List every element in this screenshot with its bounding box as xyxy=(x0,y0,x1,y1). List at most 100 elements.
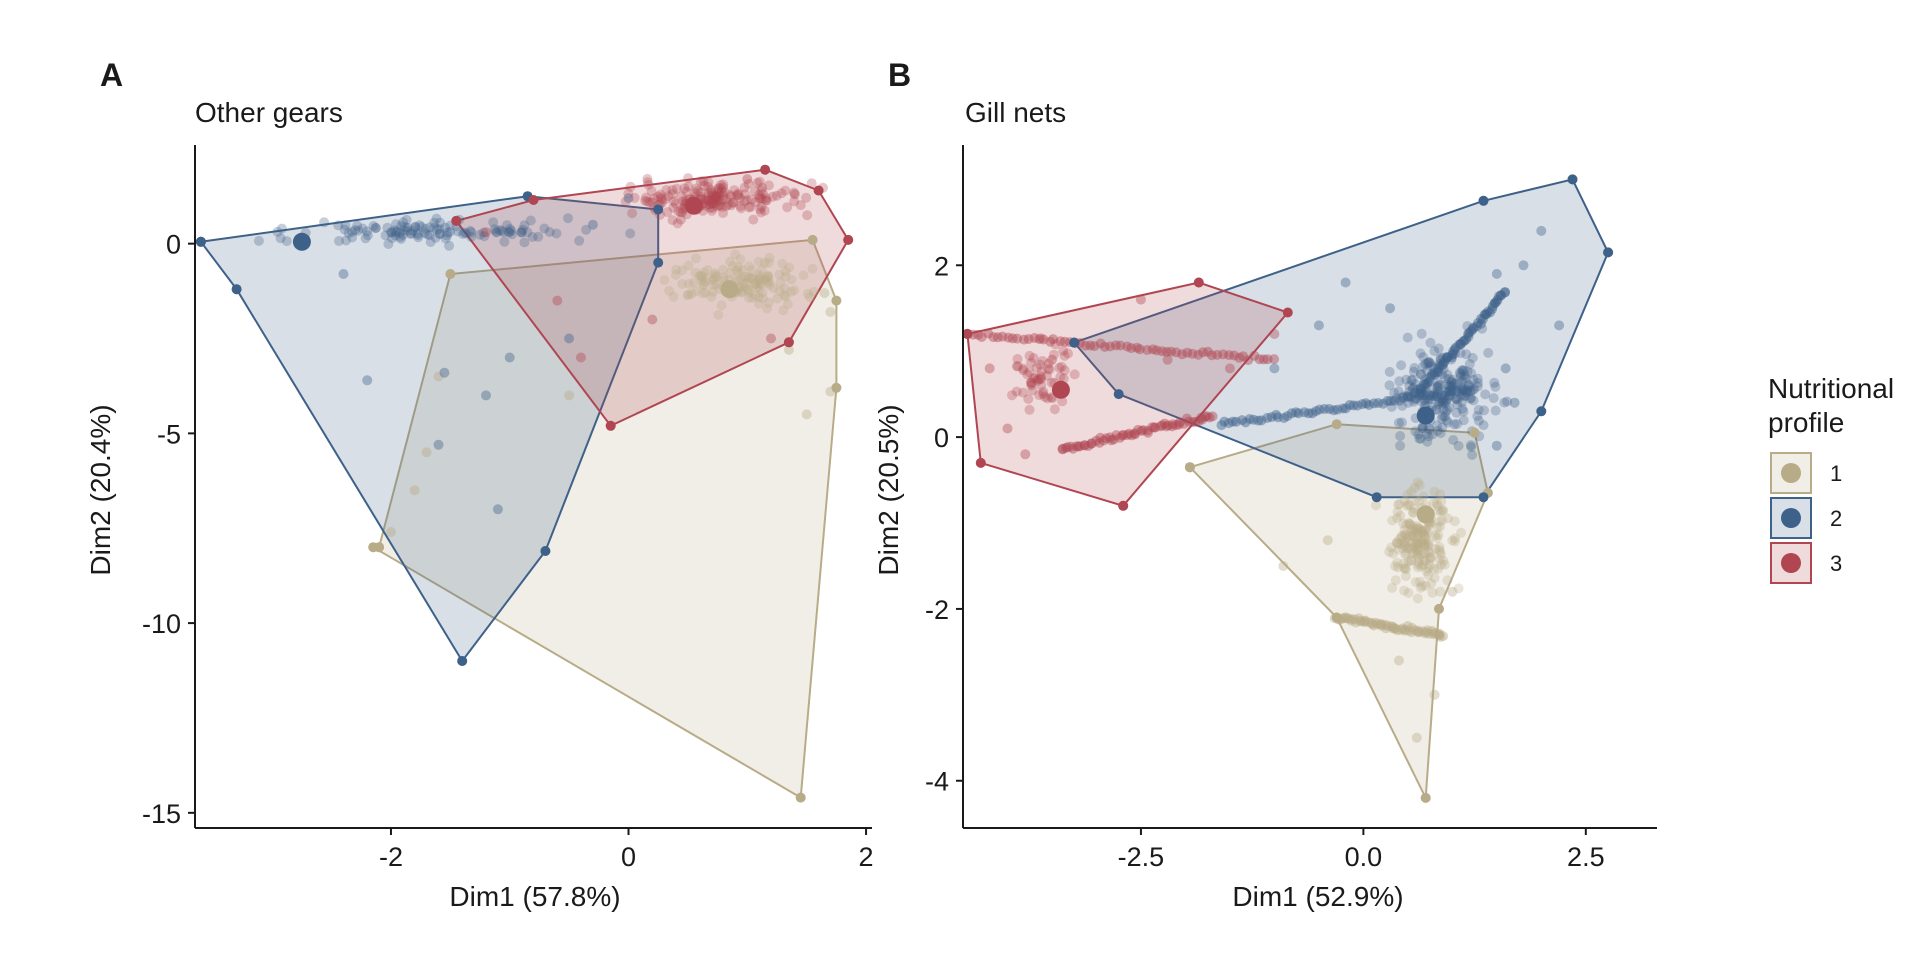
point-group-3 xyxy=(766,333,776,344)
point-group-2 xyxy=(1462,366,1473,377)
point-group-1 xyxy=(1403,499,1414,509)
point-group-2 xyxy=(1378,398,1389,409)
hull-vertex-group-2 xyxy=(457,656,468,666)
point-group-2 xyxy=(1420,379,1431,390)
point-group-2 xyxy=(435,217,446,228)
point-group-3 xyxy=(761,195,772,206)
point-group-3 xyxy=(576,352,586,363)
point-group-1 xyxy=(1415,576,1425,587)
point-group-3 xyxy=(1018,365,1029,376)
hull-vertex-group-2 xyxy=(1069,337,1080,348)
point-group-2 xyxy=(370,223,381,234)
point-group-1 xyxy=(1420,548,1431,559)
point-group-1 xyxy=(1425,547,1436,558)
point-group-3 xyxy=(1269,329,1280,339)
point-group-3 xyxy=(655,192,666,203)
point-group-2 xyxy=(492,504,503,515)
point-group-3 xyxy=(1007,390,1017,401)
point-group-2 xyxy=(1463,331,1474,342)
point-group-1 xyxy=(1428,497,1439,508)
point-group-3 xyxy=(1057,396,1068,407)
point-group-2 xyxy=(1417,423,1428,434)
point-group-1 xyxy=(1406,555,1417,566)
point-group-3 xyxy=(1157,420,1168,431)
point-group-2 xyxy=(1444,386,1454,397)
point-group-2 xyxy=(1467,450,1478,460)
point-group-2 xyxy=(489,224,500,235)
point-group-2 xyxy=(429,222,440,233)
y-tick-label: -5 xyxy=(157,419,181,449)
point-group-1 xyxy=(1438,506,1449,516)
point-group-1 xyxy=(1417,536,1428,547)
point-group-2 xyxy=(1485,307,1496,318)
point-group-2 xyxy=(506,225,517,236)
point-group-3 xyxy=(683,173,694,184)
point-group-3 xyxy=(1047,354,1057,365)
point-group-1 xyxy=(819,288,830,298)
point-group-1 xyxy=(664,285,675,296)
point-group-1 xyxy=(1429,689,1440,700)
point-group-2 xyxy=(1256,415,1267,426)
point-group-1 xyxy=(1456,527,1467,538)
point-group-1 xyxy=(699,267,709,278)
point-group-1 xyxy=(1392,537,1402,548)
point-group-3 xyxy=(1143,427,1153,438)
point-group-1 xyxy=(733,262,744,273)
point-group-2 xyxy=(1444,390,1455,401)
point-group-2 xyxy=(1403,397,1414,408)
point-group-2 xyxy=(1416,384,1427,395)
point-group-2 xyxy=(1293,408,1304,419)
point-group-2 xyxy=(425,237,436,247)
point-group-2 xyxy=(1443,392,1454,403)
point-group-2 xyxy=(1455,381,1466,392)
legend: Nutritional profile 1 2 3 xyxy=(1768,373,1894,584)
point-group-2 xyxy=(491,227,502,238)
point-group-2 xyxy=(525,215,536,226)
point-group-1 xyxy=(1442,513,1453,524)
point-group-2 xyxy=(1389,395,1400,406)
point-group-1 xyxy=(1412,521,1423,532)
point-group-3 xyxy=(976,332,987,342)
hull-vertex-group-2 xyxy=(1567,174,1578,185)
point-group-2 xyxy=(1434,396,1445,407)
point-group-3 xyxy=(623,188,634,199)
point-group-2 xyxy=(1410,426,1421,437)
point-group-3 xyxy=(703,191,714,202)
point-group-3 xyxy=(1074,441,1085,452)
point-group-1 xyxy=(1392,625,1403,636)
point-group-1 xyxy=(763,271,774,282)
point-group-2 xyxy=(1435,354,1446,365)
legend-title-line-1: Nutritional xyxy=(1768,373,1894,404)
point-group-1 xyxy=(780,266,791,277)
point-group-3 xyxy=(742,174,753,185)
point-group-1 xyxy=(774,269,785,280)
point-group-2 xyxy=(405,229,416,239)
point-group-3 xyxy=(1238,351,1249,362)
point-group-1 xyxy=(757,287,768,298)
point-group-1 xyxy=(1350,614,1361,625)
point-group-2 xyxy=(1391,393,1402,404)
point-group-1 xyxy=(671,264,682,275)
point-group-1 xyxy=(1406,486,1417,497)
point-group-3 xyxy=(701,195,712,206)
point-group-1 xyxy=(1393,544,1404,555)
point-group-1 xyxy=(1416,561,1427,572)
point-group-3 xyxy=(776,188,787,199)
point-group-3 xyxy=(656,194,667,205)
point-group-1 xyxy=(1418,547,1428,558)
point-group-2 xyxy=(1311,406,1321,417)
point-group-1 xyxy=(1419,531,1430,542)
point-group-2 xyxy=(1480,309,1491,320)
point-group-2 xyxy=(1444,381,1454,392)
point-group-2 xyxy=(1473,378,1483,388)
point-group-1 xyxy=(1420,628,1430,639)
point-group-2 xyxy=(1459,386,1470,397)
point-group-3 xyxy=(1013,361,1023,372)
hull-vertex-group-1 xyxy=(1331,419,1342,430)
point-group-3 xyxy=(712,196,723,207)
point-group-2 xyxy=(1465,440,1476,451)
point-group-2 xyxy=(1447,381,1458,391)
point-group-2 xyxy=(412,228,422,239)
point-group-3 xyxy=(1020,449,1031,460)
point-group-1 xyxy=(1418,559,1429,570)
